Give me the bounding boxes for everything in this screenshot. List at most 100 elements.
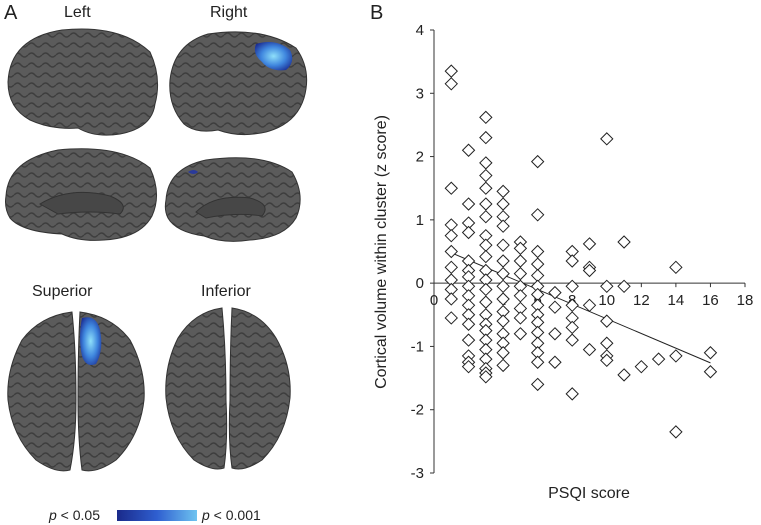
data-point bbox=[479, 238, 493, 252]
data-point bbox=[479, 156, 493, 170]
data-point bbox=[444, 260, 458, 275]
y-tick-label: 4 bbox=[416, 22, 424, 39]
data-point bbox=[444, 311, 458, 325]
data-point bbox=[582, 298, 597, 313]
data-point bbox=[600, 132, 614, 146]
data-point bbox=[479, 130, 493, 145]
data-point bbox=[565, 320, 579, 335]
brain-superior-left bbox=[7, 311, 77, 472]
data-point bbox=[530, 257, 545, 271]
x-tick-label: 14 bbox=[668, 292, 685, 309]
data-point bbox=[548, 355, 562, 369]
x-tick-label: 10 bbox=[598, 292, 615, 309]
brain-inferior-right bbox=[228, 307, 291, 470]
brain-left-lateral bbox=[7, 28, 159, 136]
data-point bbox=[530, 377, 545, 392]
data-point bbox=[600, 353, 614, 368]
y-tick-label: -3 bbox=[411, 465, 424, 482]
data-point bbox=[479, 168, 493, 183]
data-point bbox=[548, 327, 562, 341]
x-tick-label: 18 bbox=[737, 292, 754, 309]
data-point bbox=[479, 249, 493, 264]
p-value-colorbar bbox=[117, 510, 197, 521]
data-point bbox=[513, 254, 528, 268]
data-point bbox=[600, 314, 614, 328]
label-left-view: Left bbox=[64, 4, 91, 21]
data-point bbox=[461, 359, 476, 374]
cluster-right-lateral bbox=[254, 42, 293, 71]
data-point bbox=[669, 425, 683, 439]
data-point bbox=[496, 358, 510, 373]
data-point bbox=[496, 197, 510, 211]
x-tick-label: 12 bbox=[633, 292, 650, 309]
y-tick-label: 0 bbox=[416, 275, 424, 292]
data-point bbox=[513, 311, 528, 325]
data-point bbox=[479, 110, 493, 125]
y-tick-label: 1 bbox=[416, 212, 424, 229]
label-inferior-view: Inferior bbox=[201, 283, 251, 300]
data-point bbox=[479, 181, 493, 195]
data-point bbox=[444, 244, 458, 259]
label-right-view: Right bbox=[210, 4, 248, 21]
panel-a-letter: A bbox=[4, 2, 18, 24]
data-point bbox=[496, 254, 510, 268]
data-point bbox=[461, 143, 476, 157]
data-point bbox=[496, 219, 510, 233]
data-point bbox=[600, 279, 614, 294]
data-point bbox=[496, 184, 510, 199]
data-point bbox=[444, 77, 458, 91]
data-point bbox=[461, 197, 476, 211]
data-point bbox=[496, 266, 510, 281]
y-axis-label: Cortical volume within cluster (z score) bbox=[373, 115, 390, 389]
data-point bbox=[565, 333, 579, 347]
data-point bbox=[530, 355, 545, 369]
data-point bbox=[496, 279, 510, 294]
data-point bbox=[461, 333, 476, 347]
data-point bbox=[617, 368, 631, 382]
data-point bbox=[634, 359, 649, 374]
data-point bbox=[582, 237, 597, 251]
data-point bbox=[461, 225, 476, 240]
data-point bbox=[479, 209, 493, 224]
x-tick-label: 0 bbox=[430, 292, 438, 309]
data-point bbox=[444, 292, 458, 306]
data-point bbox=[479, 370, 493, 384]
data-point bbox=[565, 279, 579, 294]
brain-inferior-left bbox=[165, 307, 228, 470]
data-point bbox=[600, 336, 614, 350]
y-tick-label: 3 bbox=[416, 85, 424, 102]
y-tick-label: -2 bbox=[411, 402, 424, 419]
data-point bbox=[513, 266, 528, 281]
data-point bbox=[479, 197, 493, 211]
data-point bbox=[530, 244, 545, 259]
data-point bbox=[530, 154, 545, 169]
data-point bbox=[582, 263, 597, 278]
data-point bbox=[565, 387, 579, 401]
data-point bbox=[651, 352, 666, 366]
data-point bbox=[444, 181, 458, 195]
data-point bbox=[617, 279, 631, 294]
legend-high: p < 0.001 bbox=[202, 507, 261, 523]
data-point bbox=[548, 285, 562, 300]
x-tick-label: 16 bbox=[702, 292, 719, 309]
panel-b-letter: B bbox=[370, 2, 384, 24]
regression-line bbox=[451, 252, 711, 364]
x-axis-label: PSQI score bbox=[548, 485, 630, 502]
data-point bbox=[496, 346, 510, 360]
data-point bbox=[513, 289, 528, 303]
data-point bbox=[565, 254, 579, 268]
data-point bbox=[669, 260, 683, 275]
data-point bbox=[496, 238, 510, 252]
data-point bbox=[496, 314, 510, 328]
data-point bbox=[444, 64, 458, 78]
legend-low: p < 0.05 bbox=[49, 507, 100, 523]
y-tick-label: -1 bbox=[411, 338, 424, 355]
data-point bbox=[617, 235, 631, 249]
data-point bbox=[513, 327, 528, 341]
data-point bbox=[703, 346, 718, 360]
data-point bbox=[479, 295, 493, 309]
data-point bbox=[444, 228, 458, 243]
data-point bbox=[530, 208, 545, 222]
